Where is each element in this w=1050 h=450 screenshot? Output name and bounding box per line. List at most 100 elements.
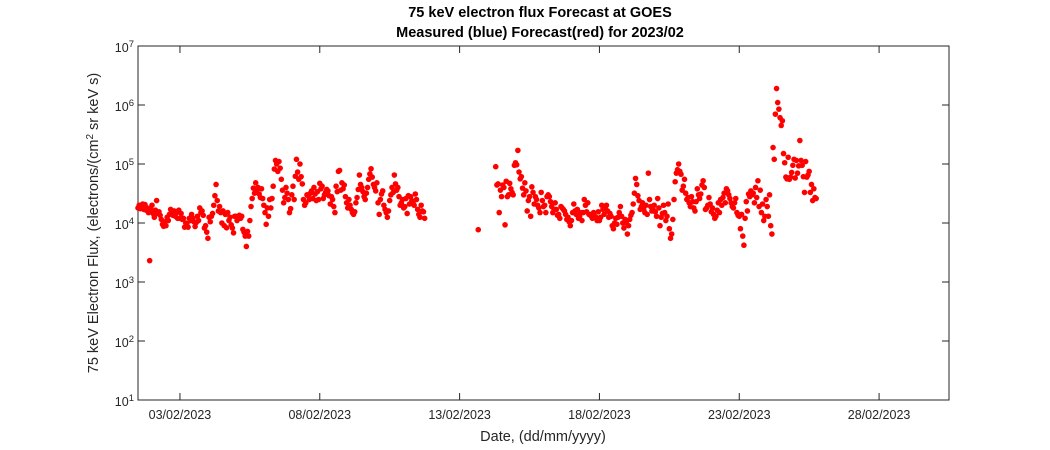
data-point xyxy=(412,191,419,197)
data-point xyxy=(571,201,577,207)
data-point xyxy=(692,208,698,214)
data-point xyxy=(202,222,209,229)
data-point xyxy=(258,185,265,192)
data-point xyxy=(238,213,245,220)
data-point xyxy=(293,156,300,163)
y-tick-base: 10 xyxy=(115,218,129,232)
data-point xyxy=(180,215,187,222)
data-point xyxy=(806,168,812,175)
data-point xyxy=(395,184,401,191)
data-point xyxy=(742,215,748,222)
data-point xyxy=(364,184,371,191)
data-point xyxy=(536,205,542,211)
data-point xyxy=(557,215,563,222)
data-point xyxy=(330,203,337,210)
data-point xyxy=(781,159,788,166)
data-point xyxy=(584,200,591,206)
y-tick-exponent: 4 xyxy=(129,216,134,227)
data-point xyxy=(289,192,295,198)
data-point xyxy=(682,190,689,196)
data-point xyxy=(568,217,575,224)
data-point xyxy=(668,231,675,237)
data-point xyxy=(727,195,733,202)
data-point xyxy=(652,208,659,215)
data-point xyxy=(377,196,384,203)
data-point xyxy=(151,214,158,221)
data-point xyxy=(216,203,223,210)
data-point xyxy=(212,192,218,199)
data-point xyxy=(492,163,499,170)
data-point xyxy=(780,150,787,157)
data-point xyxy=(495,181,501,187)
data-point xyxy=(722,200,729,206)
data-point xyxy=(291,196,297,203)
data-point xyxy=(771,156,778,163)
data-point xyxy=(779,117,786,124)
data-point xyxy=(760,217,767,224)
data-point xyxy=(643,202,649,209)
data-point xyxy=(283,184,289,191)
data-point xyxy=(526,193,533,200)
data-point xyxy=(778,122,785,129)
data-point xyxy=(417,214,423,221)
data-point xyxy=(767,222,774,229)
y-tick-exponent: 7 xyxy=(129,39,134,50)
data-point xyxy=(368,165,374,172)
data-point xyxy=(752,184,759,191)
data-point xyxy=(346,196,352,203)
y-axis-label-suffix: sr keV s) xyxy=(86,73,102,134)
x-tick-label: 23/02/2023 xyxy=(708,408,771,422)
data-point xyxy=(671,196,677,203)
y-tick-exponent: 2 xyxy=(129,334,134,345)
data-point xyxy=(230,230,237,236)
data-point xyxy=(624,231,631,237)
x-tick-label: 03/02/2023 xyxy=(149,408,212,422)
data-point xyxy=(194,213,201,220)
data-point xyxy=(678,171,684,178)
y-axis-label-sup: 2 xyxy=(85,134,96,140)
data-point xyxy=(244,228,251,235)
x-axis-label: Date, (dd/mm/yyyy) xyxy=(480,429,606,445)
data-point xyxy=(543,209,549,216)
data-point xyxy=(601,211,607,218)
data-point xyxy=(720,194,726,201)
data-point xyxy=(546,193,553,200)
data-point xyxy=(501,184,507,191)
data-point xyxy=(513,161,520,168)
data-point xyxy=(227,214,233,221)
data-point xyxy=(529,184,535,190)
data-point xyxy=(384,214,391,221)
data-point xyxy=(411,202,417,209)
data-point xyxy=(178,210,184,217)
x-tick-label: 08/02/2023 xyxy=(288,408,351,422)
y-tick-base: 10 xyxy=(115,336,129,350)
data-point xyxy=(807,189,814,196)
y-tick-label: 102 xyxy=(115,334,134,351)
data-point xyxy=(750,190,757,196)
data-point xyxy=(146,257,153,264)
data-point xyxy=(277,165,283,171)
data-point xyxy=(743,198,750,205)
data-point xyxy=(701,184,708,191)
data-point xyxy=(751,200,758,206)
data-point xyxy=(299,181,306,187)
data-point xyxy=(696,195,703,202)
data-point xyxy=(663,217,669,224)
data-point xyxy=(785,154,791,161)
data-point xyxy=(502,222,508,228)
data-point xyxy=(758,209,765,216)
data-point xyxy=(788,169,795,176)
data-point xyxy=(496,209,503,216)
data-point xyxy=(665,201,671,207)
data-point xyxy=(249,195,255,202)
data-point xyxy=(319,183,325,190)
data-point xyxy=(621,225,627,231)
data-point xyxy=(716,209,723,216)
data-point xyxy=(311,184,317,191)
data-point xyxy=(362,196,369,203)
data-point xyxy=(413,196,420,203)
y-tick-base: 10 xyxy=(115,100,129,114)
data-point xyxy=(269,195,275,202)
